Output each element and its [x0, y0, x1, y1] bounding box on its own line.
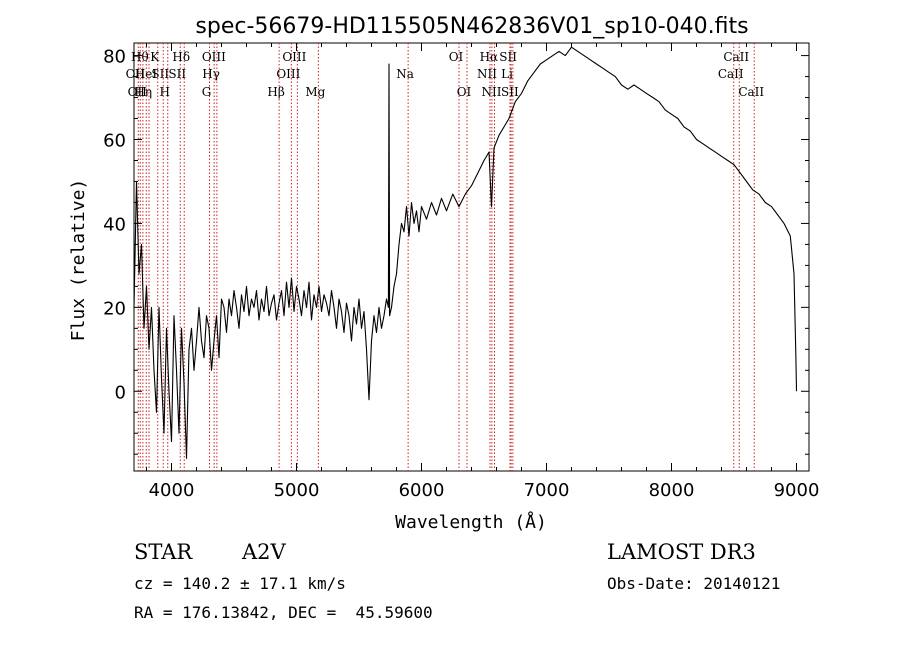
y-tick-label-4: 80	[103, 47, 126, 68]
flux-series	[133, 46, 798, 459]
x-tick-label-5: 9000	[774, 480, 820, 501]
line-marker-label-0: OII	[126, 67, 146, 81]
plot-frame	[133, 42, 810, 472]
line-marker-label-27: CaII	[723, 50, 749, 64]
line-marker-label-14: OIII	[276, 67, 300, 81]
redshift-readout: cz = 140.2 ± 17.1 km/s	[134, 574, 346, 593]
y-tick-label-3: 60	[103, 131, 126, 152]
x-tick-label-0: 4000	[149, 480, 195, 501]
y-tick-label-2: 40	[103, 214, 126, 235]
line-marker-label-20: NII	[477, 67, 497, 81]
line-marker-label-10: G	[202, 85, 212, 99]
x-axis-ticks: 4000 5000 6000 7000 8000 9000	[146, 43, 820, 501]
spectrum-chart: spec-56679-HD115505N462836V01_sp10-040.f…	[68, 14, 820, 533]
line-marker-label-23: Li	[501, 67, 513, 81]
line-marker-label-3: Hη	[134, 85, 152, 99]
line-marker-label-9: SII	[168, 67, 186, 81]
observation-date: Obs-Date: 20140121	[607, 574, 781, 593]
line-marker-label-12: OIII	[202, 50, 226, 64]
line-marker-label-18: OI	[449, 50, 464, 64]
line-marker-label-28: CaII	[738, 85, 764, 99]
line-marker-label-11: Hγ	[202, 67, 220, 81]
chart-title: spec-56679-HD115505N462836V01_sp10-040.f…	[195, 14, 748, 39]
line-marker-label-6: SII	[151, 67, 169, 81]
object-subclass: A2V	[242, 540, 286, 564]
x-axis-label: Wavelength (Å)	[395, 511, 547, 533]
line-marker-label-17: Na	[396, 67, 414, 81]
line-marker-label-24: SII	[499, 50, 517, 64]
line-marker-label-8: Hδ	[172, 50, 190, 64]
coordinates-readout: RA = 176.13842, DEC = 45.59600	[134, 603, 433, 622]
line-marker-label-1: OII	[128, 85, 148, 99]
x-tick-label-2: 6000	[399, 480, 445, 501]
line-marker-label-22: NII	[482, 85, 502, 99]
line-marker-label-7: H	[160, 85, 170, 99]
line-marker-label-15: OIII	[282, 50, 306, 64]
line-marker-label-25: SII	[501, 85, 519, 99]
object-class: STAR	[134, 540, 193, 564]
line-marker-label-16: Mg	[305, 85, 325, 99]
line-markers	[137, 43, 755, 471]
line-marker-label-13: Hβ	[267, 85, 284, 99]
y-tick-label-1: 20	[103, 298, 126, 319]
line-marker-label-4: HeI	[135, 67, 158, 81]
line-marker-label-5: K	[150, 50, 160, 64]
x-tick-label-3: 7000	[524, 480, 570, 501]
y-axis-ticks: 0 20 40 60 80	[103, 47, 809, 455]
y-axis-label: Flux (relative)	[68, 179, 89, 342]
line-marker-label-26: CaII	[718, 67, 744, 81]
y-tick-label-0: 0	[115, 382, 126, 403]
line-marker-labels: OIIOIIHθHηHeIKSIIHHδSIIGHγOIIIHβOIIIOIII…	[126, 50, 765, 99]
survey-name: LAMOST DR3	[607, 540, 756, 564]
line-marker-label-21: Hα	[480, 50, 499, 64]
flux-line-0	[133, 46, 798, 459]
x-tick-label-4: 8000	[649, 480, 695, 501]
line-marker-label-2: Hθ	[131, 50, 149, 64]
x-tick-label-1: 5000	[274, 480, 320, 501]
line-marker-label-19: OI	[457, 85, 472, 99]
